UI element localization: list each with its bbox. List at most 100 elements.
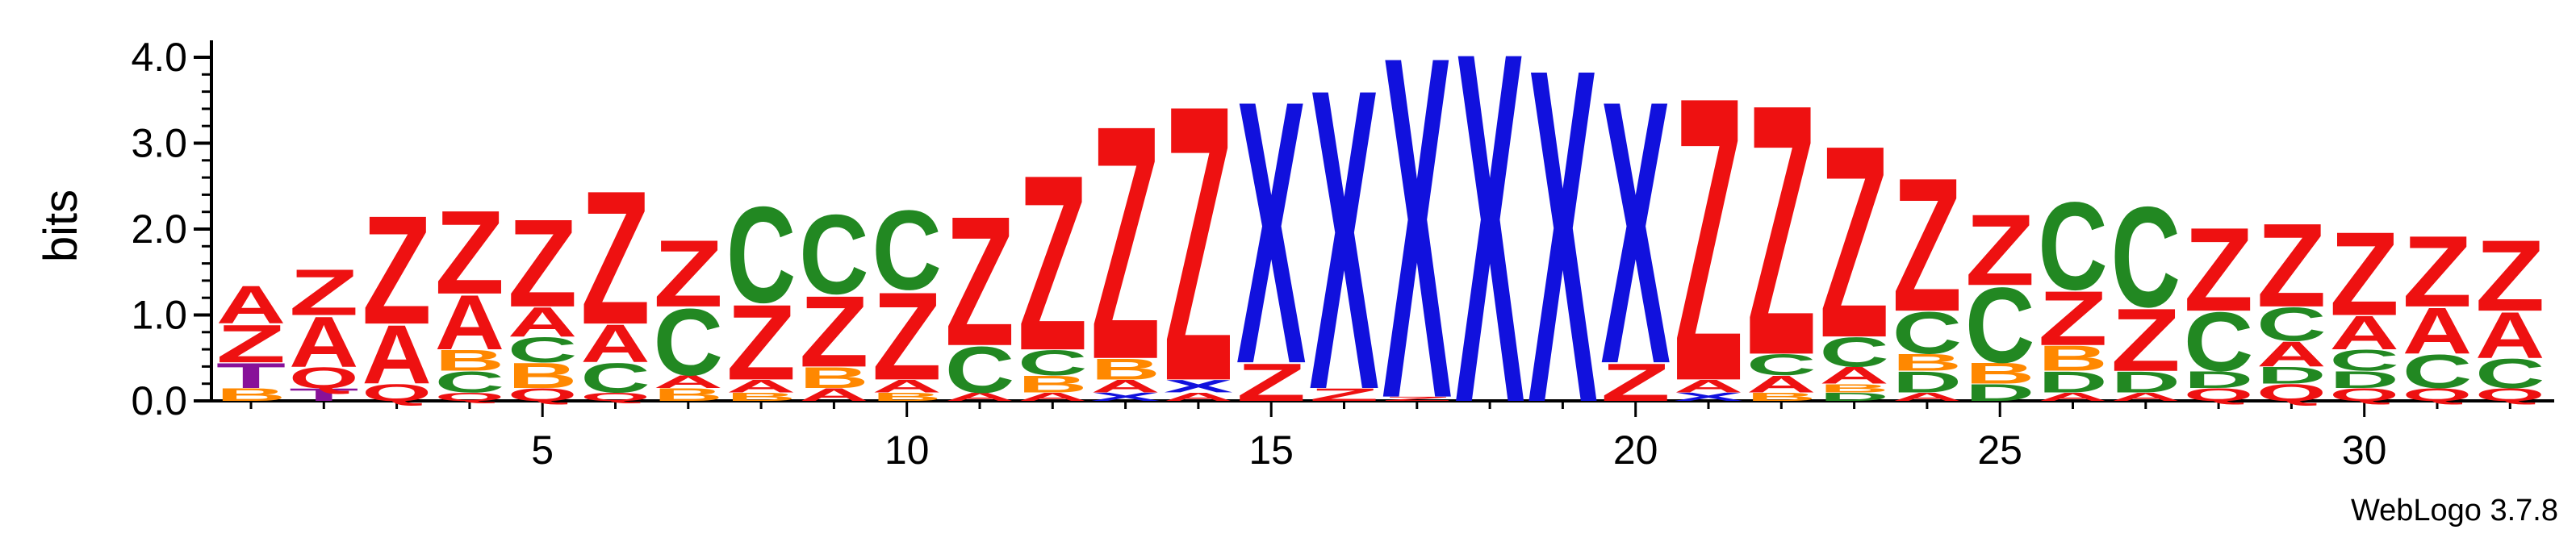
y-tick-label: 3.0 (131, 121, 187, 166)
logo-letter-glyph: A (362, 308, 431, 402)
logo-letter-glyph: Q (289, 361, 358, 394)
logo-letter-glyph: Q (508, 385, 577, 405)
logo-letter-B: B (799, 361, 868, 394)
logo-letter-C: C (945, 332, 1014, 407)
logo-letter-glyph: Z (216, 314, 286, 373)
logo-letter-glyph: C (1965, 265, 2034, 385)
logo-letter-glyph: B (1090, 352, 1160, 386)
logo-letter-glyph: X (1382, 0, 1453, 500)
logo-letter-B: B (726, 390, 796, 404)
logo-letter-glyph: B (435, 344, 504, 377)
logo-letter-glyph: B (2038, 339, 2107, 379)
x-tick-label: 25 (1977, 427, 2022, 473)
logo-letter-D: D (2184, 367, 2253, 394)
logo-letter-glyph: D (2330, 367, 2399, 394)
logo-letter-B: B (2038, 339, 2107, 379)
logo-letter-glyph: X (1601, 23, 1671, 443)
logo-letter-glyph: A (2475, 298, 2545, 373)
x-tick-label: 30 (2342, 427, 2387, 473)
y-tick-label: 4.0 (131, 35, 187, 80)
logo-letter-Q: Q (2475, 385, 2545, 405)
logo-letter-glyph: A (2402, 294, 2472, 368)
logo-letter-glyph: Z (1674, 14, 1743, 466)
logo-letter-glyph: Z (2111, 290, 2181, 390)
logo-letter-glyph: C (2184, 295, 2253, 389)
logo-letter-glyph: Z (1090, 56, 1160, 429)
logo-letter-glyph: Z (1892, 140, 1962, 352)
logo-letter-A: A (1819, 362, 1888, 389)
logo-letter-C: C (726, 179, 796, 332)
logo-letter-glyph: Z (1965, 194, 2034, 307)
logo-letter-C: C (654, 290, 723, 396)
logo-letter-glyph: C (945, 332, 1014, 407)
logo-letter-Q: Q (2402, 385, 2472, 405)
x-tick-label: 10 (884, 427, 930, 473)
logo-letter-B: B (1819, 382, 1888, 395)
logo-letter-Z: Z (2184, 202, 2253, 336)
logo-letter-glyph: C (435, 365, 504, 398)
logo-letter-A: A (2402, 294, 2472, 368)
weblogo-version-label: WebLogo 3.7.8 (2351, 494, 2558, 528)
logo-letter-glyph: C (1018, 343, 1087, 383)
logo-letter-Z: Z (2330, 207, 2399, 341)
logo-letter-glyph: Q (2475, 385, 2545, 405)
logo-letter-glyph: Z (799, 276, 868, 389)
logo-letter-X: X (1164, 376, 1233, 396)
logo-letter-glyph: B (1746, 390, 1816, 404)
logo-letter-A: A (2330, 307, 2399, 360)
logo-letter-Z: Z (1236, 352, 1306, 412)
logo-letter-glyph: Z (508, 194, 577, 334)
y-axis-title: bits (35, 190, 87, 262)
logo-letter-Z: Z (654, 220, 723, 327)
logo-letter-D: D (2038, 365, 2107, 398)
logo-letter-A: A (216, 275, 286, 335)
logo-letter-C: C (799, 191, 868, 318)
logo-letter-A: A (362, 308, 431, 402)
logo-letter-glyph: Z (654, 220, 723, 327)
logo-letter-D: D (1892, 365, 1962, 398)
logo-letter-C: C (2038, 177, 2107, 317)
logo-letter-Q: Q (2184, 385, 2253, 405)
logo-letter-glyph: A (1674, 376, 1743, 396)
logo-letter-Z: Z (216, 314, 286, 373)
logo-letter-glyph: C (654, 290, 723, 396)
logo-letter-Q: Q (2256, 380, 2326, 407)
logo-letter-A: A (1164, 390, 1233, 404)
logo-letter-A: A (435, 279, 504, 365)
logo-letter-C: C (2111, 177, 2181, 337)
logo-letter-Z: Z (1601, 352, 1671, 412)
logo-letter-glyph: C (726, 179, 796, 332)
logo-letter-glyph: A (508, 298, 577, 345)
logo-letter-Z: Z (1164, 24, 1233, 464)
logo-letter-Z: Z (362, 183, 431, 357)
logo-letter-glyph: Z (2184, 202, 2253, 336)
logo-letter-Z: Z (872, 267, 942, 407)
logo-letter-D: D (2330, 367, 2399, 394)
logo-letter-glyph: Q (435, 390, 504, 404)
logo-letter-C: C (580, 355, 650, 402)
logo-letter-glyph: X (1164, 376, 1233, 396)
y-tick-label: 1.0 (131, 293, 187, 338)
logo-letter-Z: Z (2475, 219, 2545, 332)
logo-letter-Z: Z (289, 256, 358, 329)
logo-letter-glyph: Q (362, 380, 431, 407)
logo-letter-glyph: D (1965, 379, 2034, 406)
logo-letter-glyph: A (435, 279, 504, 365)
axes: 0.0 1.0 2.0 3.0 4.0 5 10 15 20 25 30 (131, 35, 2554, 473)
logo-letter-glyph: Z (1382, 395, 1452, 402)
logo-letter-Z: Z (799, 276, 868, 389)
logo-letter-glyph: Z (1309, 385, 1378, 405)
logo-letter-Z: Z (1965, 194, 2034, 307)
logo-letter-A: A (799, 385, 868, 405)
logo-letter-Z: Z (2038, 275, 2107, 361)
logo-letter-glyph: A (2111, 390, 2181, 404)
logo-letter-glyph: A (1892, 390, 1962, 404)
logo-letter-glyph: Z (945, 179, 1014, 385)
logo-letter-glyph: A (945, 390, 1014, 404)
logo-letter-glyph: Z (2256, 198, 2326, 332)
logo-letter-X: X (1309, 0, 1379, 480)
logo-letter-glyph: A (2330, 307, 2399, 360)
logo-letter-glyph: Z (1018, 124, 1087, 403)
logo-letter-glyph: Z (1819, 89, 1888, 395)
logo-letter-C: C (2184, 295, 2253, 389)
